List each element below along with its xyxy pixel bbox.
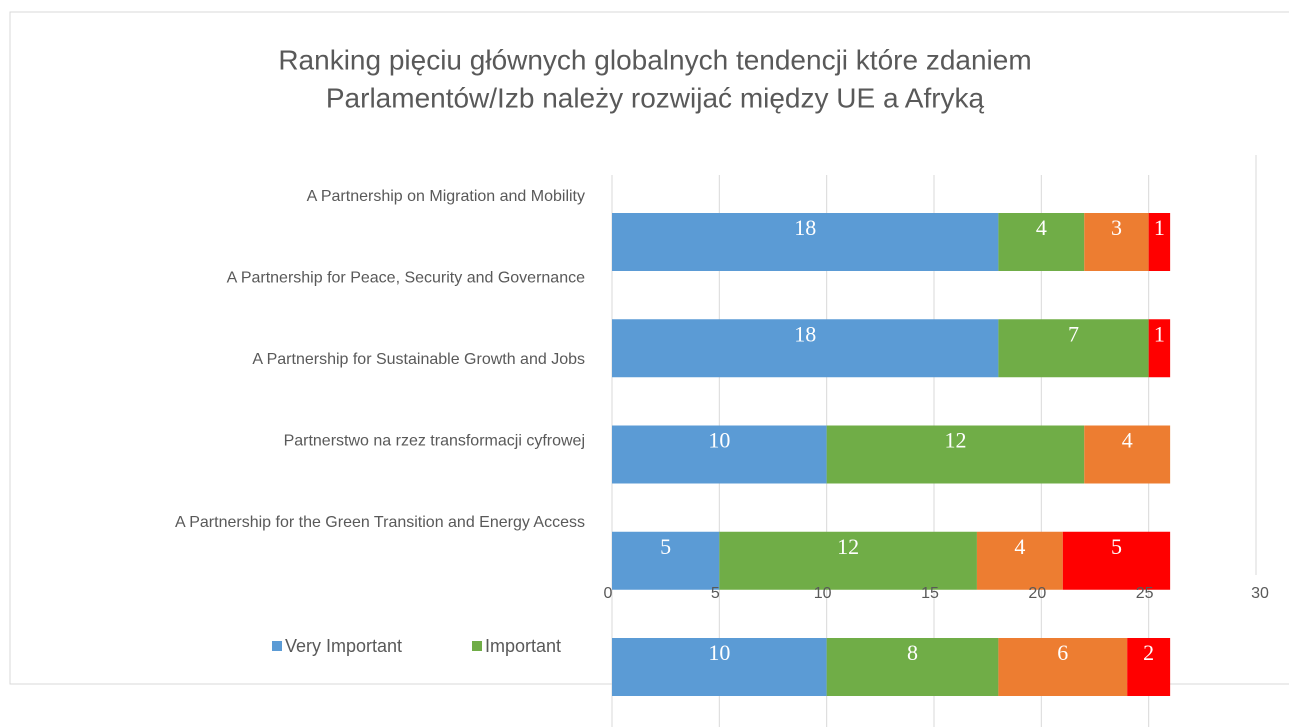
data-label: 4 bbox=[1014, 534, 1025, 559]
legend-label: Very Important bbox=[285, 636, 402, 656]
data-label: 8 bbox=[907, 640, 918, 665]
legend-swatch bbox=[272, 641, 282, 651]
bar-segment bbox=[1148, 319, 1171, 378]
bar-segment bbox=[612, 425, 827, 484]
data-label: 12 bbox=[837, 534, 859, 559]
bar-segment bbox=[1127, 638, 1171, 696]
category-label: A Partnership for Sustainable Growth and… bbox=[252, 351, 585, 368]
x-tick-label: 20 bbox=[1028, 585, 1046, 602]
x-tick-label: 15 bbox=[921, 585, 939, 602]
data-label: 5 bbox=[1111, 534, 1122, 559]
x-tick-label: 10 bbox=[814, 585, 832, 602]
data-label: 5 bbox=[660, 534, 671, 559]
bar-segment bbox=[998, 319, 1149, 378]
bar-segment bbox=[612, 319, 999, 378]
category-label: A Partnership for the Green Transition a… bbox=[175, 514, 585, 531]
data-label: 1 bbox=[1154, 321, 1165, 346]
x-tick-label: 25 bbox=[1136, 585, 1154, 602]
data-label: 12 bbox=[944, 428, 966, 453]
category-label: A Partnership on Migration and Mobility bbox=[307, 188, 585, 205]
data-label: 18 bbox=[794, 321, 816, 346]
bar-segment bbox=[976, 531, 1063, 590]
category-label: Partnerstwo na rzez transformacji cyfrow… bbox=[284, 433, 585, 450]
bar-segment bbox=[719, 531, 977, 590]
data-label: 7 bbox=[1068, 321, 1079, 346]
bar-segment bbox=[612, 213, 999, 271]
bar-segment bbox=[826, 425, 1085, 484]
bar-segment bbox=[612, 638, 827, 696]
bar-segment bbox=[1084, 425, 1171, 484]
legend-swatch bbox=[472, 641, 482, 651]
data-label: 6 bbox=[1057, 640, 1068, 665]
x-tick-label: 0 bbox=[604, 585, 613, 602]
data-label: 4 bbox=[1122, 428, 1133, 453]
legend-label: Important bbox=[485, 636, 561, 656]
bar-segment bbox=[998, 638, 1128, 696]
data-label: 1 bbox=[1154, 215, 1165, 240]
chart-title: Ranking pięciu głównych globalnych tende… bbox=[278, 44, 1031, 75]
bar-segment bbox=[1148, 213, 1171, 271]
chart-title: Parlamentów/Izb należy rozwijać między U… bbox=[326, 82, 985, 113]
bar-segment bbox=[1062, 531, 1171, 590]
data-label: 18 bbox=[794, 215, 816, 240]
bar-segment bbox=[612, 531, 720, 590]
bar-segment bbox=[1084, 213, 1149, 271]
data-label: 3 bbox=[1111, 215, 1122, 240]
data-label: 10 bbox=[708, 428, 730, 453]
data-label: 2 bbox=[1143, 640, 1154, 665]
category-label: A Partnership for Peace, Security and Go… bbox=[227, 270, 586, 287]
x-tick-label: 30 bbox=[1251, 585, 1269, 602]
data-label: 10 bbox=[708, 640, 730, 665]
data-label: 4 bbox=[1036, 215, 1047, 240]
bar-segment bbox=[998, 213, 1085, 271]
x-tick-label: 5 bbox=[711, 585, 720, 602]
bar-segment bbox=[826, 638, 999, 696]
